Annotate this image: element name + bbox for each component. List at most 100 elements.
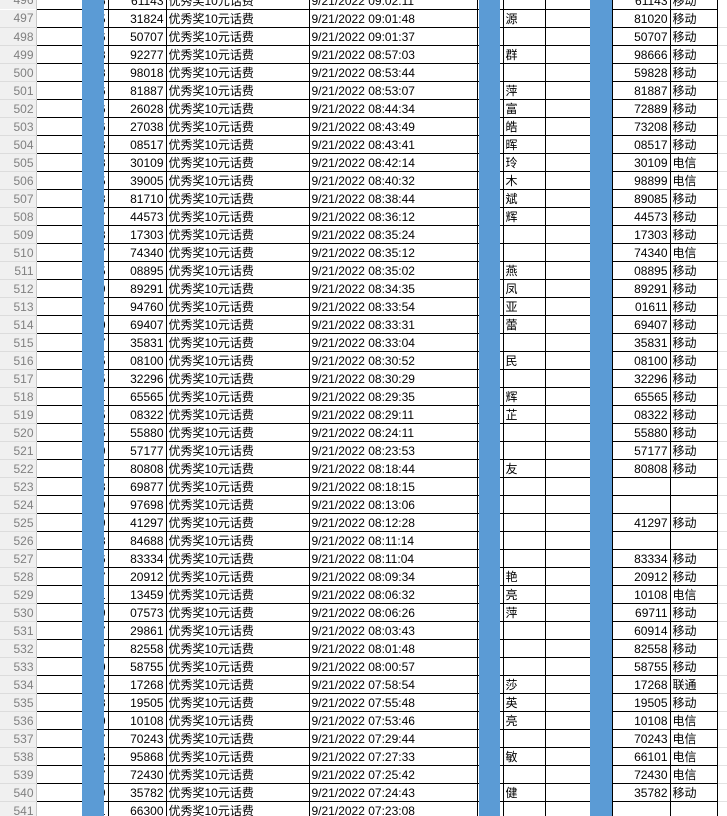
table-row[interactable]: 52713683334优秀奖10元话费9/21/2022 08:11:04金13… <box>0 549 727 568</box>
table-row[interactable]: 51913508322优秀奖10元话费9/21/2022 08:29:11张芷1… <box>0 405 727 424</box>
cell-prize[interactable]: 优秀奖10元话费 <box>165 477 310 496</box>
cell-given-name[interactable] <box>502 27 546 46</box>
cell-phone-suffix[interactable]: 55880 <box>107 423 167 442</box>
cell-carrier[interactable]: 移动 <box>669 459 718 478</box>
rows-viewport[interactable]: 49713531824优秀奖10元话费9/21/2022 09:01:48洪源1… <box>0 9 727 816</box>
cell-phone-suffix[interactable]: 57177 <box>107 441 167 460</box>
cell-given-name[interactable]: 群 <box>502 45 546 64</box>
cell-phone-suffix[interactable]: 66300 <box>107 801 167 816</box>
cell-prize[interactable]: 优秀奖10元话费 <box>165 171 310 190</box>
cell-recharge-suffix[interactable]: 17268 <box>611 675 671 694</box>
cell-prize[interactable]: 优秀奖10元话费 <box>165 189 310 208</box>
cell-prize[interactable]: 优秀奖10元话费 <box>165 711 310 730</box>
cell-recharge-suffix[interactable]: 35782 <box>611 783 671 802</box>
cell-given-name[interactable]: 皓 <box>502 117 546 136</box>
cell-prize[interactable]: 优秀奖10元话费 <box>165 225 310 244</box>
table-row[interactable]: 50113681887优秀奖10元话费9/21/2022 08:53:07施萍1… <box>0 81 727 100</box>
table-row[interactable]: 52413997698优秀奖10元话费9/21/2022 08:13:06 <box>0 495 727 514</box>
cell-carrier[interactable]: 移动 <box>669 135 718 154</box>
cell-prize[interactable]: 优秀奖10元话费 <box>165 117 310 136</box>
cell-phone-suffix[interactable]: 35782 <box>107 783 167 802</box>
cell-carrier[interactable]: 移动 <box>669 207 718 226</box>
cell-recharge-suffix[interactable]: 57177 <box>611 441 671 460</box>
cell-prize[interactable]: 优秀奖10元话费 <box>165 207 310 226</box>
cell-given-name[interactable] <box>502 765 546 784</box>
cell-prize[interactable]: 优秀奖10元话费 <box>165 423 310 442</box>
cell-given-name[interactable] <box>502 225 546 244</box>
cell-prize[interactable]: 优秀奖10元话费 <box>165 243 310 262</box>
cell-timestamp[interactable]: 9/21/2022 07:27:33 <box>308 747 478 766</box>
table-row[interactable]: 53018907573优秀奖10元话费9/21/2022 08:06:26毛萍1… <box>0 603 727 622</box>
cell-given-name[interactable]: 凤 <box>502 279 546 298</box>
cell-timestamp[interactable]: 9/21/2022 08:18:44 <box>308 459 478 478</box>
cell-phone-suffix[interactable]: 58755 <box>107 657 167 676</box>
cell-carrier[interactable]: 移动 <box>669 423 718 442</box>
cell-prize[interactable]: 优秀奖10元话费 <box>165 153 310 172</box>
cell-given-name[interactable] <box>502 531 546 550</box>
cell-given-name[interactable]: 晖 <box>502 135 546 154</box>
cell-phone-suffix[interactable]: 27038 <box>107 117 167 136</box>
cell-given-name[interactable] <box>502 621 546 640</box>
cell-timestamp[interactable]: 9/21/2022 08:33:54 <box>308 297 478 316</box>
table-row[interactable]: 50715381710优秀奖10元话费9/21/2022 08:38:44许斌1… <box>0 189 727 208</box>
cell-phone-suffix[interactable]: 80808 <box>107 459 167 478</box>
cell-carrier[interactable]: 移动 <box>669 225 718 244</box>
cell-recharge-suffix[interactable]: 44573 <box>611 207 671 226</box>
cell-prize[interactable]: 优秀奖10元话费 <box>165 9 310 28</box>
cell-prize[interactable]: 优秀奖10元话费 <box>165 63 310 82</box>
cell-given-name[interactable]: 亚 <box>502 297 546 316</box>
cell-timestamp[interactable]: 9/21/2022 09:01:37 <box>308 27 478 46</box>
cell-given-name[interactable]: 辉 <box>502 207 546 226</box>
table-row[interactable]: 53515819505优秀奖10元话费9/21/2022 07:55:48刘英1… <box>0 693 727 712</box>
table-row[interactable]: 52115957177优秀奖10元话费9/21/2022 08:23:53王15… <box>0 441 727 460</box>
cell-carrier[interactable] <box>669 477 718 496</box>
cell-carrier[interactable]: 移动 <box>669 639 718 658</box>
cell-phone-suffix[interactable]: 61143 <box>107 0 167 9</box>
cell-timestamp[interactable]: 9/21/2022 08:00:57 <box>308 657 478 676</box>
cell-carrier[interactable] <box>669 801 718 816</box>
cell-carrier[interactable]: 移动 <box>669 657 718 676</box>
cell-phone-suffix[interactable]: 20912 <box>107 567 167 586</box>
cell-prize[interactable]: 优秀奖10元话费 <box>165 783 310 802</box>
cell-timestamp[interactable]: 9/21/2022 08:30:29 <box>308 369 478 388</box>
cell-phone-suffix[interactable]: 39005 <box>107 171 167 190</box>
cell-carrier[interactable]: 联通 <box>669 675 718 694</box>
cell-phone-suffix[interactable]: 72430 <box>107 765 167 784</box>
cell-prize[interactable]: 优秀奖10元话费 <box>165 45 310 64</box>
cell-carrier[interactable]: 移动 <box>669 261 718 280</box>
cell-given-name[interactable]: 亮 <box>502 585 546 604</box>
cell-phone-suffix[interactable]: 65565 <box>107 387 167 406</box>
cell-timestamp[interactable]: 9/21/2022 08:36:12 <box>308 207 478 226</box>
cell-prize[interactable]: 优秀奖10元话费 <box>165 657 310 676</box>
cell-recharge-suffix[interactable]: 01611 <box>611 297 671 316</box>
cell-phone-suffix[interactable]: 07573 <box>107 603 167 622</box>
table-row[interactable]: 54115166300优秀奖10元话费9/21/2022 07:23:08 <box>0 801 727 816</box>
cell-recharge-suffix[interactable]: 10108 <box>611 711 671 730</box>
cell-carrier[interactable]: 移动 <box>669 513 718 532</box>
cell-timestamp[interactable]: 9/21/2022 08:06:32 <box>308 585 478 604</box>
cell-recharge-suffix[interactable]: 70243 <box>611 729 671 748</box>
cell-prize[interactable]: 优秀奖10元话费 <box>165 441 310 460</box>
table-row[interactable]: 51317794760优秀奖10元话费9/21/2022 08:33:54章亚1… <box>0 297 727 316</box>
cell-given-name[interactable]: 源 <box>502 9 546 28</box>
cell-carrier[interactable]: 移动 <box>669 693 718 712</box>
cell-prize[interactable]: 优秀奖10元话费 <box>165 801 310 816</box>
cell-carrier[interactable]: 移动 <box>669 441 718 460</box>
cell-timestamp[interactable]: 9/21/2022 07:24:43 <box>308 783 478 802</box>
cell-timestamp[interactable]: 9/21/2022 08:40:32 <box>308 171 478 190</box>
cell-recharge-suffix[interactable]: 98899 <box>611 171 671 190</box>
table-row[interactable]: 50915817303优秀奖10元话费9/21/2022 08:35:24徐15… <box>0 225 727 244</box>
cell-recharge-suffix[interactable]: 69407 <box>611 315 671 334</box>
cell-recharge-suffix[interactable]: 61143 <box>611 0 671 9</box>
cell-timestamp[interactable]: 9/21/2022 08:11:14 <box>308 531 478 550</box>
cell-given-name[interactable] <box>502 639 546 658</box>
cell-recharge-suffix[interactable]: 58755 <box>611 657 671 676</box>
cell-given-name[interactable] <box>502 0 546 9</box>
cell-prize[interactable]: 优秀奖10元话费 <box>165 603 310 622</box>
cell-timestamp[interactable]: 9/21/2022 08:35:12 <box>308 243 478 262</box>
cell-carrier[interactable]: 移动 <box>669 603 718 622</box>
cell-prize[interactable]: 优秀奖10元话费 <box>165 513 310 532</box>
cell-given-name[interactable]: 木 <box>502 171 546 190</box>
table-row[interactable]: 50017898018优秀奖10元话费9/21/2022 08:53:44张13… <box>0 63 727 82</box>
cell-carrier[interactable] <box>669 531 718 550</box>
